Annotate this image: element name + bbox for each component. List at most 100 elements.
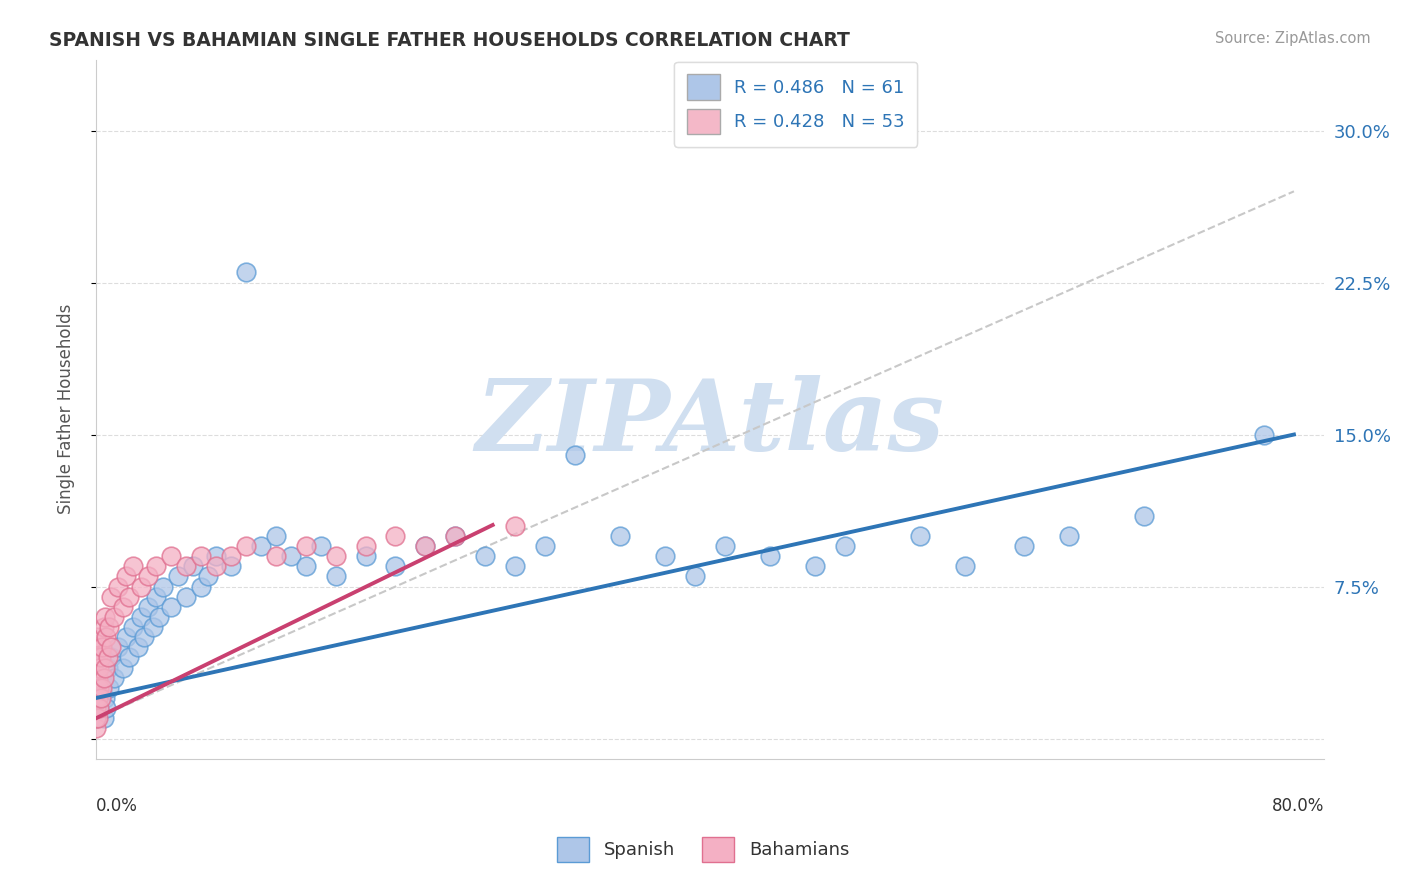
Point — [96, 630, 118, 644]
Point — [100, 590, 122, 604]
Point — [190, 580, 212, 594]
Point — [86, 690, 108, 705]
Point — [103, 671, 125, 685]
Point — [122, 620, 145, 634]
Point — [683, 569, 706, 583]
Point — [96, 701, 118, 715]
Point — [98, 681, 121, 695]
Point — [84, 650, 107, 665]
Legend: R = 0.486   N = 61, R = 0.428   N = 53: R = 0.486 N = 61, R = 0.428 N = 53 — [675, 62, 917, 147]
Point — [84, 671, 107, 685]
Point — [97, 650, 120, 665]
Point — [94, 610, 117, 624]
Point — [1253, 427, 1275, 442]
Point — [84, 711, 107, 725]
Point — [84, 681, 107, 695]
Point — [444, 529, 467, 543]
Point — [219, 559, 242, 574]
Point — [294, 559, 316, 574]
Point — [87, 660, 110, 674]
Point — [834, 539, 856, 553]
Point — [249, 539, 271, 553]
Point — [564, 448, 586, 462]
Point — [325, 549, 347, 563]
Point — [84, 711, 107, 725]
Point — [444, 529, 467, 543]
Point — [204, 559, 226, 574]
Point — [91, 681, 114, 695]
Point — [145, 590, 167, 604]
Point — [609, 529, 631, 543]
Point — [132, 630, 155, 644]
Text: ZIPAtlas: ZIPAtlas — [475, 375, 945, 472]
Point — [384, 559, 406, 574]
Point — [86, 650, 108, 665]
Point — [294, 539, 316, 553]
Point — [264, 549, 287, 563]
Text: SPANISH VS BAHAMIAN SINGLE FATHER HOUSEHOLDS CORRELATION CHART: SPANISH VS BAHAMIAN SINGLE FATHER HOUSEH… — [49, 31, 851, 50]
Point — [190, 549, 212, 563]
Point — [107, 580, 129, 594]
Point — [100, 650, 122, 665]
Point — [84, 630, 107, 644]
Point — [91, 640, 114, 655]
Point — [183, 559, 205, 574]
Point — [91, 671, 114, 685]
Point — [118, 650, 141, 665]
Text: Source: ZipAtlas.com: Source: ZipAtlas.com — [1215, 31, 1371, 46]
Point — [204, 549, 226, 563]
Point — [122, 559, 145, 574]
Point — [115, 630, 138, 644]
Point — [93, 711, 115, 725]
Point — [87, 701, 110, 715]
Point — [86, 690, 108, 705]
Point — [129, 580, 152, 594]
Point — [103, 610, 125, 624]
Point — [714, 539, 737, 553]
Text: 0.0%: 0.0% — [96, 797, 138, 815]
Point — [84, 660, 107, 674]
Point — [138, 569, 160, 583]
Point — [264, 529, 287, 543]
Point — [235, 539, 257, 553]
Point — [142, 620, 165, 634]
Point — [87, 701, 110, 715]
Point — [280, 549, 302, 563]
Point — [534, 539, 557, 553]
Point — [354, 539, 377, 553]
Point — [118, 590, 141, 604]
Point — [84, 701, 107, 715]
Point — [654, 549, 676, 563]
Point — [86, 671, 108, 685]
Point — [111, 599, 134, 614]
Point — [84, 640, 107, 655]
Point — [148, 610, 170, 624]
Point — [474, 549, 496, 563]
Point — [127, 640, 149, 655]
Point — [160, 599, 183, 614]
Point — [759, 549, 782, 563]
Point — [309, 539, 332, 553]
Point — [152, 580, 174, 594]
Point — [107, 640, 129, 655]
Point — [89, 650, 111, 665]
Point — [98, 620, 121, 634]
Point — [84, 722, 107, 736]
Point — [1133, 508, 1156, 523]
Point — [804, 559, 827, 574]
Point — [415, 539, 437, 553]
Point — [86, 711, 108, 725]
Point — [129, 610, 152, 624]
Point — [89, 690, 111, 705]
Point — [174, 559, 197, 574]
Point — [174, 590, 197, 604]
Point — [115, 569, 138, 583]
Point — [94, 690, 117, 705]
Point — [415, 539, 437, 553]
Point — [167, 569, 190, 583]
Point — [94, 660, 117, 674]
Point — [384, 529, 406, 543]
Point — [138, 599, 160, 614]
Point — [325, 569, 347, 583]
Y-axis label: Single Father Households: Single Father Households — [58, 304, 75, 515]
